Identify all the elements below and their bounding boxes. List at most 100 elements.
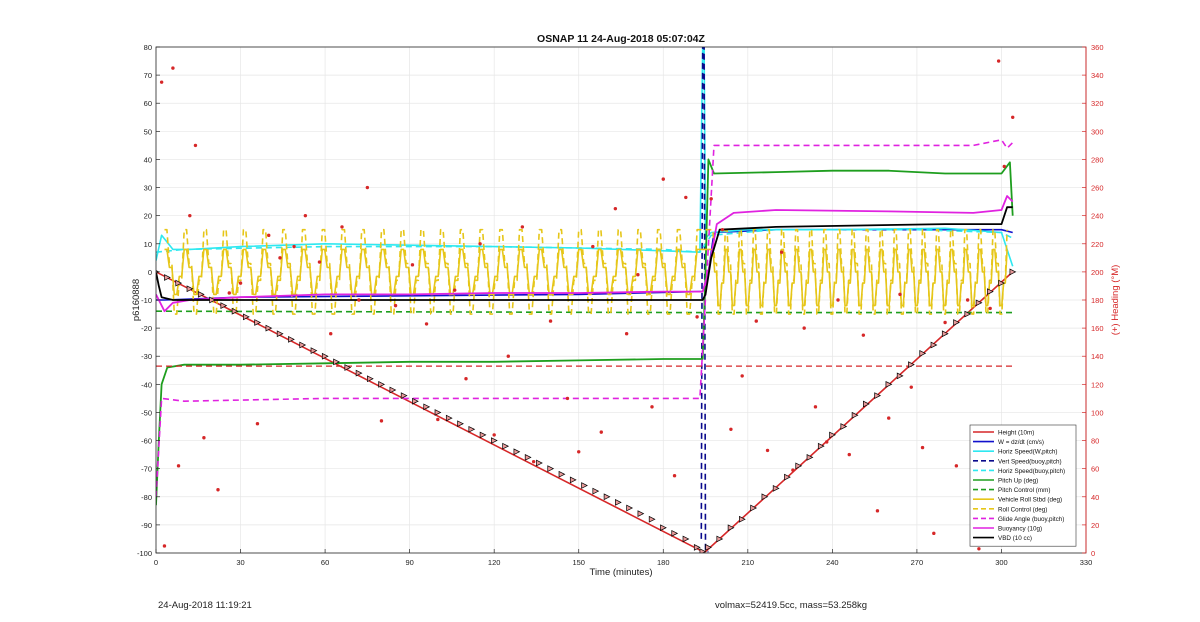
y-tick-label: -20 (141, 324, 152, 333)
heading-point (453, 288, 457, 292)
series-height-samples (156, 268, 1017, 553)
heading-point (436, 417, 440, 422)
height-sample-marker (164, 274, 171, 281)
height-sample-marker (209, 296, 216, 304)
y-tick-label: 50 (144, 127, 152, 136)
y2-tick-label: 340 (1091, 71, 1104, 80)
heading-point (875, 509, 880, 513)
series-roll-control-deg (164, 228, 1008, 315)
height-sample-marker (817, 442, 825, 450)
legend-label: Pitch Control (mm) (998, 487, 1050, 494)
height-sample-marker (671, 529, 679, 537)
y-tick-label: 30 (144, 184, 152, 193)
heading-point (988, 306, 992, 311)
heading-point (379, 419, 384, 423)
legend-box (969, 424, 1077, 547)
heading-point (238, 281, 243, 285)
height-sample-marker (276, 330, 284, 338)
heading-point (577, 450, 581, 454)
series-buoyancy-10g (156, 195, 1014, 313)
x-tick-label: 180 (657, 558, 670, 567)
height-sample-marker (502, 442, 510, 450)
heading-point (996, 59, 1001, 63)
x-tick-label: 150 (572, 558, 585, 567)
height-sample-marker (434, 409, 442, 416)
height-sample-marker (558, 470, 566, 478)
heading-point (216, 488, 220, 492)
series-w-dz-dt-cm-s (156, 228, 1013, 301)
height-sample-marker (355, 369, 363, 377)
series-height-10m-line (156, 271, 1014, 553)
height-sample-marker (186, 285, 194, 293)
heading-point (202, 436, 206, 440)
y2-tick-label: 180 (1091, 296, 1104, 305)
y2-tick-label: 100 (1091, 408, 1104, 417)
heading-point (292, 244, 296, 249)
heading-point (565, 396, 570, 401)
heading-point (709, 197, 713, 201)
legend-label: Pitch Up (deg) (998, 478, 1038, 485)
legend-label: W = dz/dt (cm/s) (998, 439, 1044, 446)
series-pitch-control-mm (156, 310, 1013, 314)
heading-point (424, 322, 429, 326)
y-tick-label: 20 (144, 212, 152, 221)
x-tick-label: 90 (405, 558, 413, 567)
y2-tick-label: 20 (1091, 521, 1099, 530)
series-vbd-10-cc (156, 206, 1013, 301)
x-tick-label: 0 (154, 558, 158, 567)
legend-label: Vert Speed(buoy,pitch) (998, 458, 1062, 465)
height-sample-marker (806, 454, 814, 461)
legend-label: Buoyancy (10g) (998, 526, 1042, 533)
series-horiz-speed-buoy-pitch-line (156, 228, 1014, 253)
y-tick-label: -60 (141, 437, 152, 446)
height-sample-marker (772, 484, 780, 492)
heading-point (520, 225, 525, 229)
height-sample-marker (310, 347, 318, 354)
series-horiz-speed-w-pitch (156, 47, 1014, 267)
height-sample-marker (716, 535, 724, 543)
heading-point (636, 273, 640, 277)
legend-label: Roll Control (deg) (998, 506, 1047, 513)
x-tick-label: 30 (236, 558, 244, 567)
y2-tick-label: 140 (1091, 352, 1104, 361)
height-sample-marker (400, 392, 408, 399)
heading-point (548, 319, 553, 323)
height-sample-marker (243, 313, 250, 321)
y2-tick-label: 260 (1091, 184, 1104, 193)
y2-tick-label: 220 (1091, 240, 1104, 249)
height-sample-marker (693, 544, 701, 551)
x-tick-label: 300 (995, 558, 1008, 567)
height-sample-marker (603, 493, 611, 501)
heading-point (740, 374, 744, 378)
heading-point (965, 298, 970, 302)
heading-point (791, 468, 795, 472)
height-sample-marker (389, 386, 397, 394)
x-axis-label: Time (minutes) (590, 567, 653, 578)
height-sample-marker (524, 454, 532, 461)
height-sample-marker (941, 330, 949, 338)
y2-tick-label: 0 (1091, 549, 1095, 558)
height-sample-marker (491, 437, 498, 444)
heading-point (255, 421, 260, 426)
y-tick-label: 0 (148, 268, 152, 277)
y2-tick-label: 160 (1091, 324, 1104, 333)
height-sample-marker (479, 431, 487, 439)
right-axis-label: (+) Heading (°M) (1110, 265, 1121, 336)
y2-tick-label: 320 (1091, 99, 1104, 108)
height-sample-marker (468, 425, 476, 433)
heading-point (162, 544, 167, 548)
height-sample-marker (344, 364, 352, 371)
x-tick-label: 240 (826, 558, 839, 567)
heading-point (920, 445, 925, 450)
heading-point (329, 332, 333, 336)
heading-point (684, 195, 688, 200)
heading-point (836, 298, 840, 302)
height-sample-marker (699, 548, 707, 553)
height-sample-marker (885, 380, 893, 388)
heading-point (365, 185, 370, 190)
heading-point (303, 213, 308, 218)
height-sample-marker (626, 504, 634, 512)
heading-point (492, 433, 496, 437)
legend-label: Vehicle Roll Stbd (deg) (998, 497, 1062, 504)
y2-tick-label: 280 (1091, 155, 1104, 164)
